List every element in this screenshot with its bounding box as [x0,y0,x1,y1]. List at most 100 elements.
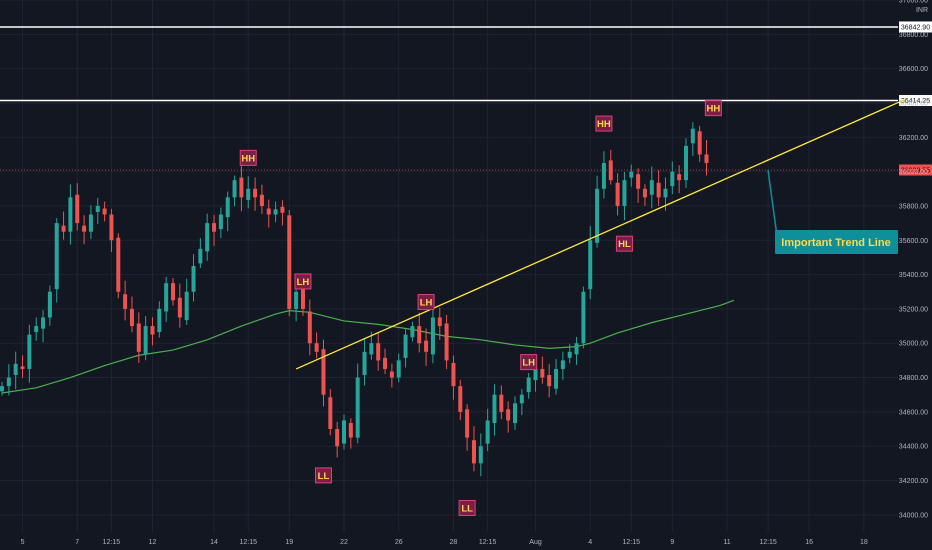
x-tick-label: Aug [529,539,542,546]
x-tick-label: 12:15 [623,539,641,546]
candle [499,385,504,420]
candle [184,278,189,325]
candle-body [567,351,572,358]
swing-label-text: LL [461,503,473,514]
swing-label: HL [615,235,633,252]
candle [41,310,46,343]
candle [649,166,654,209]
x-tick-label: 12:15 [103,539,121,546]
candle-body [212,223,217,232]
candle [95,197,100,225]
horizontal-levels[interactable]: 36842.90 36414.25 36009.55 [0,21,932,176]
x-tick-label: 12:15 [239,539,257,546]
swing-label: LH [417,294,435,311]
candle [355,363,360,444]
candle-body [75,194,80,224]
candle [177,283,182,328]
candle [677,165,682,194]
candle [684,138,688,188]
candle-body [554,368,559,389]
candle-body [321,349,326,395]
candle [88,205,93,239]
candle-body [314,343,319,352]
y-tick-label: 34000.00 [899,512,928,519]
swing-label-text: LL [318,471,330,482]
candle [376,332,381,371]
callout-pointer [767,169,778,237]
candle-body [95,205,100,212]
x-tick-label: 28 [450,539,458,546]
candle [410,321,415,342]
candle-body [88,214,93,232]
x-tick-label: 19 [285,539,293,546]
y-tick-label: 35800.00 [899,203,928,210]
candle-body [430,317,435,355]
candle [383,348,388,374]
candle [704,140,709,176]
candle-body [485,420,490,444]
candle [34,317,39,341]
candle [622,171,627,221]
y-tick-label: 36400.00 [899,100,928,107]
x-tick-label: 5 [21,539,25,546]
candle [492,384,497,436]
candle-body [629,171,634,178]
candle-body [0,386,4,392]
candle-body [342,420,346,444]
trend-line-path[interactable] [295,98,906,370]
candle-body [123,294,128,309]
swing-label-box [294,273,312,290]
swing-label: HH [239,149,257,166]
candle [601,151,606,199]
candle [547,363,552,398]
candle [567,344,572,364]
y-tick-label: 36000.00 [899,169,928,176]
candle-body [47,291,52,318]
candle [280,200,285,226]
candle-body [513,403,517,424]
candle-body [150,326,155,335]
candle [444,314,449,369]
candle [458,379,463,421]
trend-line[interactable] [295,98,906,370]
currency-label: INR [916,7,928,14]
candle [430,306,435,364]
candle [437,307,442,340]
candle-body [656,182,661,198]
candle-body [519,394,524,404]
candle-body [608,160,613,181]
candle-body [601,163,606,189]
candle [109,208,114,253]
candle [642,184,647,207]
time-axis[interactable]: 5 7 12:15 12 14 12:15 19 22 26 28 12:15 Aug 4 12:15 9 1… [21,539,868,546]
candle [560,351,565,380]
candle [239,163,244,212]
candle-body [300,289,305,309]
candle-body [649,180,654,195]
candle-body [376,343,381,361]
candle [20,355,25,378]
candle [198,238,203,268]
candle [307,299,312,356]
candle-body [581,291,586,344]
candle [389,363,394,388]
candle-body [27,334,32,369]
swing-label-text: LH [420,298,433,309]
candle-body [287,215,292,309]
candle-body [471,440,476,464]
candle-body [218,214,223,230]
candle [697,125,702,162]
price-axis[interactable]: INR 34000.00 34200.00 34400.00 34600.00 3480… [899,0,928,519]
candle-body [670,171,675,187]
y-tick-label: 36200.00 [899,135,928,142]
candle [157,301,162,338]
candle-body [424,340,429,352]
x-tick-label: 11 [723,539,730,546]
candle-body [458,386,463,412]
candle-body [68,197,73,232]
candle-body [239,177,244,198]
candle-body [266,208,271,215]
candle-body [410,326,415,338]
candle [259,184,264,215]
